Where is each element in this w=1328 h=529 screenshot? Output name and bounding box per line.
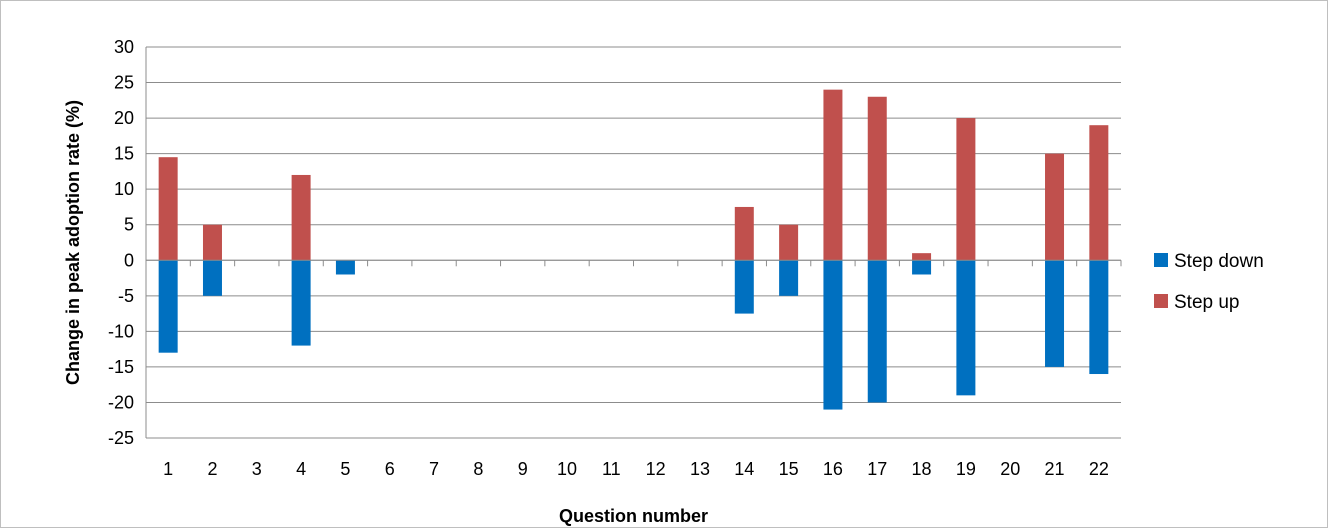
x-tick-label: 21 — [1045, 459, 1065, 479]
step-up-bar — [1089, 125, 1109, 261]
step-up-bar — [823, 89, 843, 261]
x-tick-label: 15 — [779, 459, 799, 479]
x-axis-title: Question number — [559, 506, 708, 526]
step-up-bar — [202, 224, 222, 261]
x-tick-label: 6 — [385, 459, 395, 479]
axes — [145, 47, 1122, 438]
step-down-bar — [912, 260, 932, 275]
x-tick-label: 16 — [823, 459, 843, 479]
x-tick-label: 9 — [518, 459, 528, 479]
y-tick-label: -10 — [108, 321, 134, 341]
x-tick-label: 8 — [473, 459, 483, 479]
y-tick-label: 0 — [124, 250, 134, 270]
y-tick-label: -15 — [108, 357, 134, 377]
x-tick-label: 14 — [734, 459, 754, 479]
step-down-bar — [734, 260, 754, 314]
x-tick-label: 11 — [602, 459, 621, 479]
step-up-bar — [1045, 153, 1065, 261]
legend: Step down Step up — [1154, 251, 1264, 313]
step-down-bar — [291, 260, 311, 346]
step-down-bar — [956, 260, 976, 396]
step-up-bar — [291, 174, 311, 261]
step-up-bar — [158, 157, 178, 261]
step-up-bar — [779, 224, 799, 261]
x-tick-label: 10 — [557, 459, 577, 479]
y-tick-label: -5 — [118, 286, 134, 306]
x-tick-label: 7 — [429, 459, 439, 479]
legend-label: Step up — [1174, 292, 1240, 313]
x-tick-label: 20 — [1000, 459, 1020, 479]
x-tick-label: 17 — [867, 459, 887, 479]
y-tick-label: -25 — [108, 428, 134, 448]
legend-label: Step down — [1174, 251, 1264, 272]
x-tick-labels: 1 2 3 4 5 6 7 8 9 10 11 12 13 14 15 16 17 18 19 20 21 22 — [163, 459, 1109, 479]
step-up-bar — [912, 253, 932, 261]
step-down-bar — [779, 260, 799, 296]
y-tick-label: 5 — [124, 215, 134, 235]
step-up-bar — [734, 206, 754, 261]
step-down-bar — [158, 260, 178, 353]
y-tick-label: 25 — [114, 73, 134, 93]
x-tick-label: 3 — [252, 459, 262, 479]
step-down-bar — [823, 260, 843, 410]
x-tick-label: 4 — [296, 459, 306, 479]
x-tick-label: 12 — [646, 459, 666, 479]
legend-swatch — [1154, 253, 1168, 267]
step-up-bar — [867, 96, 887, 261]
y-tick-label: 30 — [114, 37, 134, 57]
x-tick-label: 5 — [340, 459, 350, 479]
x-tick-label: 18 — [912, 459, 932, 479]
step-up-bar — [956, 118, 976, 261]
bars — [158, 89, 1109, 410]
step-down-bar — [867, 260, 887, 403]
y-tick-label: 20 — [114, 108, 134, 128]
x-tick-label: 19 — [956, 459, 976, 479]
x-tick-label: 22 — [1089, 459, 1109, 479]
step-down-bar — [1045, 260, 1065, 367]
y-tick-labels: 30 25 20 15 10 5 0 -5 -10 -15 -20 -25 — [108, 37, 134, 448]
y-tick-label: 10 — [114, 179, 134, 199]
x-tick-label: 2 — [207, 459, 217, 479]
y-tick-label: -20 — [108, 392, 134, 412]
x-tick-label: 1 — [163, 459, 173, 479]
x-tick-label: 13 — [690, 459, 710, 479]
step-down-bar — [335, 260, 355, 275]
step-down-bar — [202, 260, 222, 296]
step-down-bar — [1089, 260, 1109, 375]
y-tick-label: 15 — [114, 144, 134, 164]
y-axis-title: Change in peak adoption rate (%) — [63, 100, 83, 385]
legend-swatch — [1154, 294, 1168, 308]
